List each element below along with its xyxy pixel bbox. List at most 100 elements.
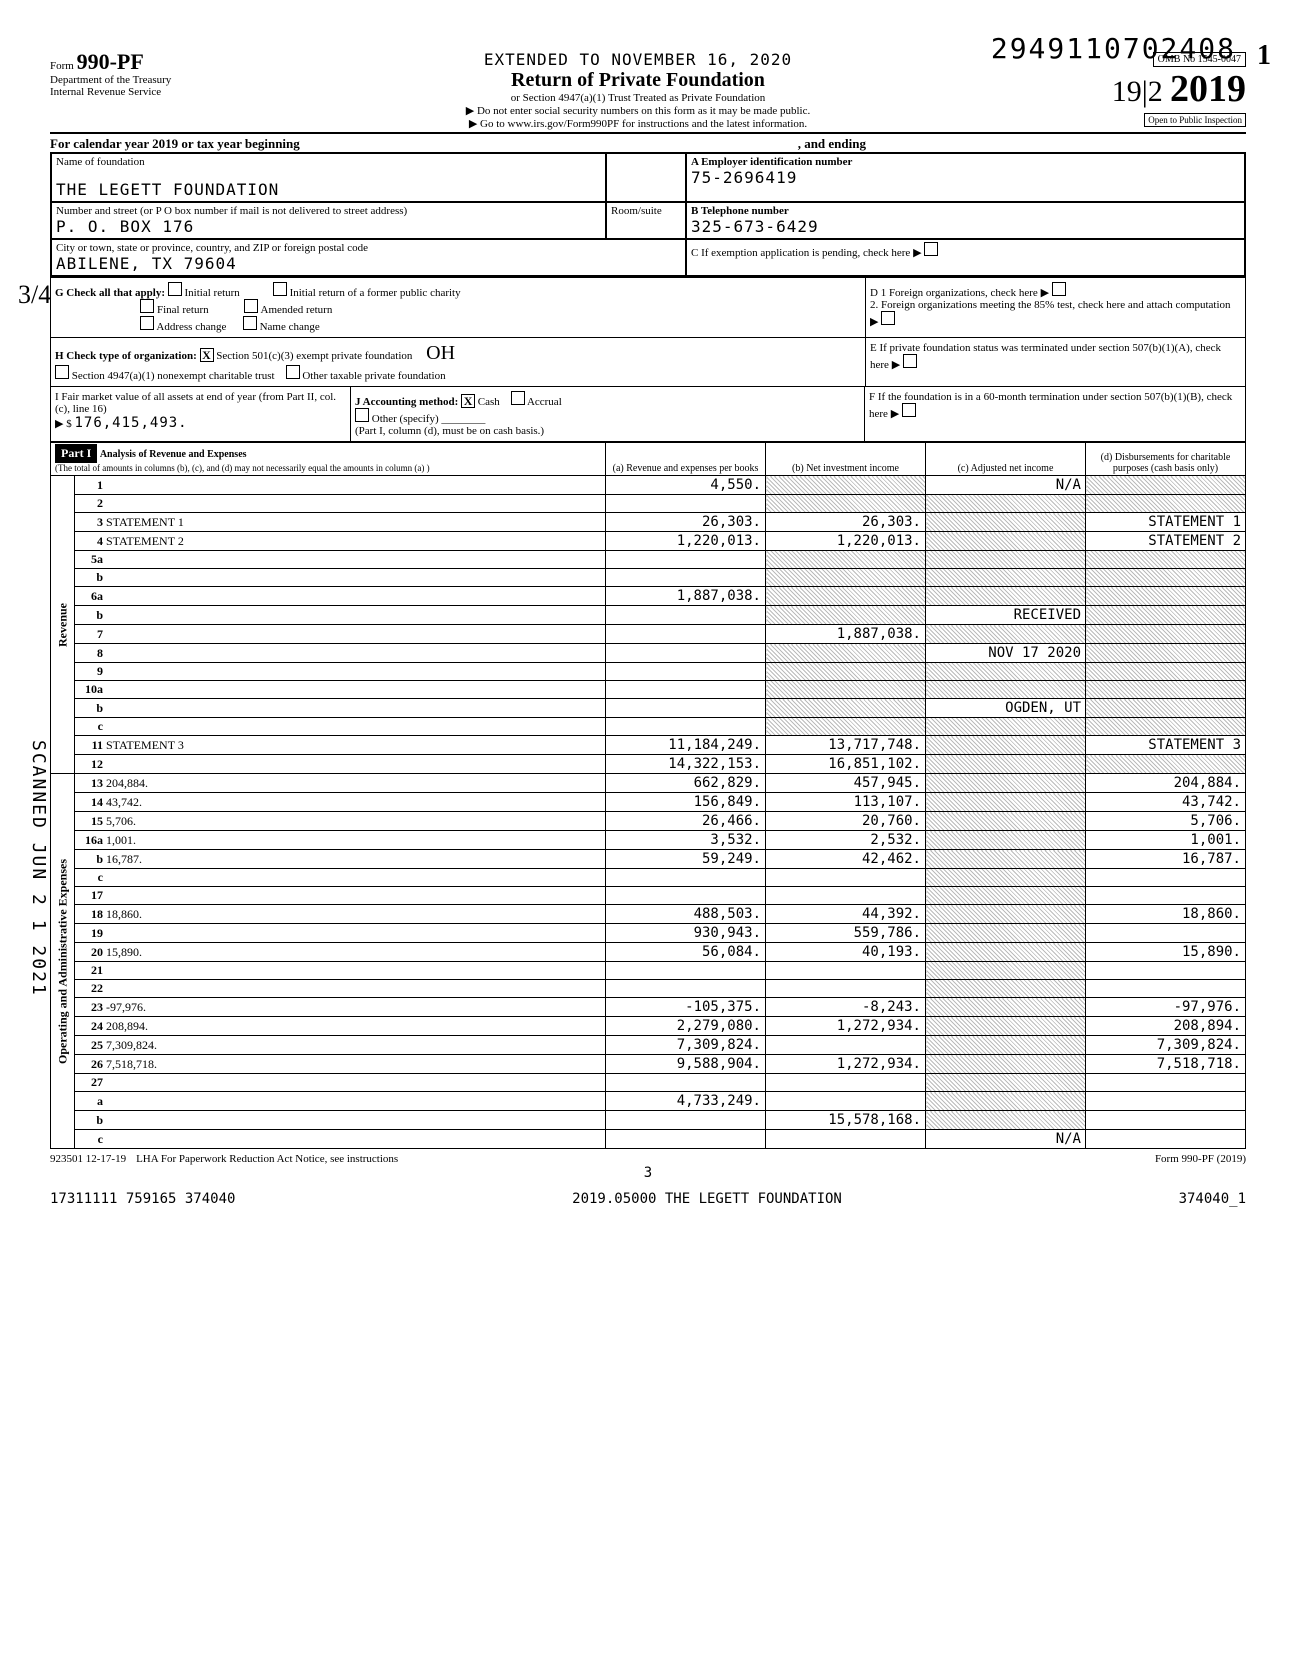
f-checkbox[interactable] xyxy=(902,403,916,417)
j-check-cash[interactable]: X xyxy=(461,394,475,408)
cell-c xyxy=(926,625,1086,644)
h-opt-2: Section 4947(a)(1) nonexempt charitable … xyxy=(72,370,275,382)
part1-label: Part I xyxy=(55,444,97,463)
cell-a: 1,220,013. xyxy=(606,532,766,551)
cell-a: 59,249. xyxy=(606,850,766,869)
d2-label: 2. Foreign organizations meeting the 85%… xyxy=(870,299,1231,311)
row-desc: b xyxy=(75,1111,606,1130)
cell-b xyxy=(766,699,926,718)
table-row: 3 STATEMENT 126,303.26,303.STATEMENT 1 xyxy=(51,513,1246,532)
cell-d xyxy=(1086,1092,1246,1111)
cell-b: 457,945. xyxy=(766,774,926,793)
cell-a xyxy=(606,569,766,587)
d1-checkbox[interactable] xyxy=(1052,282,1066,296)
row-desc: 6a xyxy=(75,587,606,606)
j-check-accrual[interactable] xyxy=(511,391,525,405)
d1-label: D 1 Foreign organizations, check here xyxy=(870,287,1038,299)
cell-d xyxy=(1086,1130,1246,1149)
code1: 923501 12-17-19 xyxy=(50,1153,126,1165)
table-row: c xyxy=(51,869,1246,887)
row-desc: 7 xyxy=(75,625,606,644)
cell-d xyxy=(1086,718,1246,736)
cell-c xyxy=(926,793,1086,812)
cell-a: 56,084. xyxy=(606,943,766,962)
cell-a: 930,943. xyxy=(606,924,766,943)
cell-b: -8,243. xyxy=(766,998,926,1017)
h-check-501c3[interactable]: X xyxy=(200,348,214,362)
table-row: 27 xyxy=(51,1074,1246,1092)
c-cell: C If exemption application is pending, c… xyxy=(686,239,1245,276)
cell-d: 5,706. xyxy=(1086,812,1246,831)
table-row: b xyxy=(51,569,1246,587)
part1-title: Analysis of Revenue and Expenses xyxy=(100,449,247,460)
i-label: I Fair market value of all assets at end… xyxy=(55,391,336,415)
cell-d: 16,787. xyxy=(1086,850,1246,869)
footer-right: 374040_1 xyxy=(1179,1191,1246,1207)
cell-d: 7,309,824. xyxy=(1086,1036,1246,1055)
i-section: I Fair market value of all assets at end… xyxy=(51,387,351,441)
cell-b: 13,717,748. xyxy=(766,736,926,755)
col-b-header: (b) Net investment income xyxy=(766,443,926,476)
cell-a xyxy=(606,1074,766,1092)
row-desc: b xyxy=(75,606,606,625)
addr-cell: Number and street (or P O box number if … xyxy=(51,202,606,239)
cell-d: 1,001. xyxy=(1086,831,1246,850)
table-row: 26 7,518,718.9,588,904.1,272,934.7,518,7… xyxy=(51,1055,1246,1074)
cell-a xyxy=(606,644,766,663)
g-check-former[interactable] xyxy=(273,282,287,296)
subtitle-1: or Section 4947(a)(1) Trust Treated as P… xyxy=(230,92,1046,104)
cell-c xyxy=(926,736,1086,755)
extended-line: EXTENDED TO NOVEMBER 16, 2020 xyxy=(230,50,1046,69)
h-check-other[interactable] xyxy=(286,365,300,379)
c-checkbox[interactable] xyxy=(924,242,938,256)
name-cell: Name of foundation THE LEGETT FOUNDATION xyxy=(51,153,606,202)
cell-b: 113,107. xyxy=(766,793,926,812)
cell-a xyxy=(606,663,766,681)
g-check-final[interactable] xyxy=(140,299,154,313)
cell-c xyxy=(926,905,1086,924)
cell-a: 2,279,080. xyxy=(606,1017,766,1036)
table-row: 6a 1,887,038. xyxy=(51,587,1246,606)
cell-b xyxy=(766,887,926,905)
cell-a xyxy=(606,606,766,625)
cell-d xyxy=(1086,644,1246,663)
j-accrual: Accrual xyxy=(527,396,562,408)
tel-label: B Telephone number xyxy=(691,205,789,217)
table-row: 16a 1,001.3,532.2,532.1,001. xyxy=(51,831,1246,850)
d2-checkbox[interactable] xyxy=(881,311,895,325)
h-opt-1: Section 501(c)(3) exempt private foundat… xyxy=(216,350,412,362)
col-d-header: (d) Disbursements for charitable purpose… xyxy=(1086,443,1246,476)
cell-c: RECEIVED xyxy=(926,606,1086,625)
tax-year: 2019 xyxy=(1170,68,1246,110)
g-check-amended[interactable] xyxy=(244,299,258,313)
page-3: 3 xyxy=(50,1165,1246,1181)
cell-a: 26,303. xyxy=(606,513,766,532)
footer-left: 17311111 759165 374040 xyxy=(50,1191,235,1207)
cell-d xyxy=(1086,699,1246,718)
cell-a xyxy=(606,699,766,718)
cell-a: 4,550. xyxy=(606,476,766,495)
cell-a: 3,532. xyxy=(606,831,766,850)
f-label: F If the foundation is in a 60-month ter… xyxy=(869,391,1232,420)
open-inspection: Open to Public Inspection xyxy=(1144,113,1246,127)
cell-c xyxy=(926,962,1086,980)
table-row: Operating and Administrative Expenses13 … xyxy=(51,774,1246,793)
h-label: H Check type of organization: xyxy=(55,350,197,362)
g-check-namechg[interactable] xyxy=(243,316,257,330)
h-check-4947[interactable] xyxy=(55,365,69,379)
dept-label: Department of the Treasury xyxy=(50,74,171,86)
g-check-initial[interactable] xyxy=(168,282,182,296)
j-check-other[interactable] xyxy=(355,408,369,422)
cell-b xyxy=(766,1130,926,1149)
cell-b xyxy=(766,551,926,569)
g-check-addrchg[interactable] xyxy=(140,316,154,330)
row-desc: 16a 1,001. xyxy=(75,831,606,850)
cell-d xyxy=(1086,887,1246,905)
table-row: 5a xyxy=(51,551,1246,569)
ein-label: A Employer identification number xyxy=(691,156,852,168)
e-checkbox[interactable] xyxy=(903,354,917,368)
cell-d xyxy=(1086,625,1246,644)
form-label: Form xyxy=(50,60,74,72)
ein-cell: A Employer identification number 75-2696… xyxy=(686,153,1245,202)
table-row: b OGDEN, UT xyxy=(51,699,1246,718)
